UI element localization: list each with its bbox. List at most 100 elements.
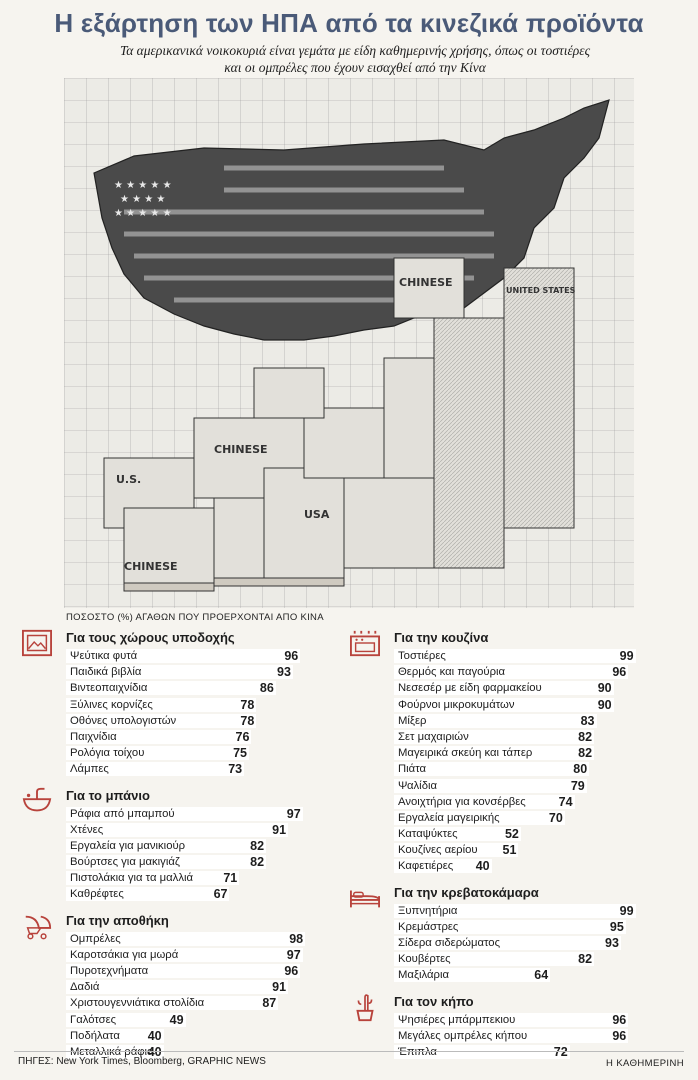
bed-icon	[350, 890, 380, 907]
category-group: Για την κουζίνα Τοστιέρες 99 Θερμός και παγ…	[346, 628, 680, 875]
bar-label: Σετ μαχαιριών	[398, 730, 469, 743]
bar	[394, 762, 590, 777]
bar-value: 52	[504, 827, 519, 842]
bar	[66, 838, 267, 853]
bar-value: 75	[233, 746, 247, 761]
bar-value: 78	[240, 713, 255, 728]
bar-label: Ράφια από μπαμπού	[70, 807, 175, 820]
bar	[66, 713, 257, 728]
bar-row: Ψεύτικα φυτά 96	[18, 648, 340, 664]
bar-row: Κουβέρτες 82	[346, 951, 680, 967]
bar-row: Καφετιέρες 40	[346, 858, 680, 874]
bar-label: Εργαλεία μαγειρικής	[398, 811, 500, 824]
bar-label: Εργαλεία για μανικιούρ	[70, 839, 186, 852]
bar-label: Λάμπες	[70, 763, 109, 776]
bar-row: Βούρτσες για μακιγιάζ 82	[18, 854, 340, 870]
bar	[394, 649, 636, 663]
bar-row: Ομπρέλες 98	[18, 931, 340, 947]
bar-value: 99	[619, 649, 634, 663]
bar-row: Σετ μαχαιριών 82	[346, 729, 680, 745]
bar	[394, 665, 629, 680]
bar-row: Φούρνοι μικροκυμάτων 90	[346, 697, 680, 713]
box-label-chinese-3: CHINESE	[124, 560, 178, 573]
bar	[394, 903, 636, 918]
footer-rule	[14, 1051, 684, 1052]
bar-value: 74	[558, 794, 573, 809]
bar	[66, 887, 230, 902]
bar-label: Χριστουγεννιάτικα στολίδια	[70, 997, 205, 1010]
bar	[394, 843, 519, 858]
bar-value: 91	[272, 980, 287, 995]
bar-label: Πυροτεχνήματα	[70, 965, 149, 977]
bar-label: Δαδιά	[70, 981, 100, 994]
chart-subtitle: Τα αμερικανικά νοικοκυριά είναι γεμάτα μ…	[60, 42, 650, 76]
stroller-icon	[25, 915, 52, 940]
subtitle-line-1: Τα αμερικανικά νοικοκυριά είναι γεμάτα μ…	[119, 43, 591, 58]
bar	[66, 931, 306, 946]
bar-label: Μεγάλες ομπρέλες κήπου	[398, 1029, 528, 1042]
bar-row: Ψαλίδια 79	[346, 778, 680, 794]
bar	[394, 681, 614, 696]
bar-row: Ανοιχτήρια για κονσέρβες 74	[346, 794, 680, 810]
bar-value: 99	[619, 903, 634, 918]
bar-row: Κρεμάστρες 95	[346, 919, 680, 935]
bar-label: Ξυπνητήρια	[398, 904, 458, 917]
svg-text:★ ★ ★ ★ ★: ★ ★ ★ ★ ★	[114, 208, 172, 219]
bar-row: Μεγάλες ομπρέλες κήπου 96	[346, 1028, 680, 1044]
bar	[66, 729, 252, 744]
bar-label: Ψησιέρες μπάρμπεκιου	[398, 1013, 516, 1026]
bar-label: Βιντεοπαιχνίδια	[70, 682, 148, 695]
group-title: Για το μπάνιο	[66, 787, 150, 803]
svg-text:★ ★ ★ ★: ★ ★ ★ ★	[120, 194, 165, 205]
bar-row: Θερμός και παγούρια 96	[346, 664, 680, 680]
sources: ΠΗΓΕΣ: New York Times, Bloomberg, GRAPHI…	[18, 1056, 266, 1067]
bar-row: Τοστιέρες 99	[346, 648, 680, 664]
bar	[394, 778, 587, 793]
bar-value: 82	[578, 746, 593, 761]
bar-value: 83	[580, 713, 595, 728]
bar-label: Ανοιχτήρια για κονσέρβες	[398, 795, 526, 808]
bar	[394, 859, 492, 874]
bar-value: 71	[223, 871, 238, 886]
bar	[66, 996, 279, 1011]
bar-label: Ρολόγια τοίχου	[70, 747, 145, 760]
bar-row: Χριστουγεννιάτικα στολίδια 87	[18, 995, 340, 1011]
bar-value: 97	[286, 806, 301, 821]
bar-value: 64	[534, 968, 549, 983]
bar	[394, 968, 551, 983]
bar	[394, 810, 565, 825]
svg-text:★ ★ ★ ★ ★: ★ ★ ★ ★ ★	[114, 180, 172, 191]
bar-row: Παιχνίδια 76	[18, 729, 340, 745]
bar-value: 40	[475, 859, 490, 874]
bar-row: Ποδήλατα 40	[18, 1028, 340, 1044]
bar-value: 96	[612, 1012, 627, 1027]
group-title: Για την κουζίνα	[394, 630, 489, 645]
bar	[66, 697, 257, 712]
bar-label: Μαξιλάρια	[398, 969, 449, 982]
bar-value: 90	[597, 681, 612, 696]
category-group: Για τον κήπο Ψησιέρες μπάρμπεκιου 96 Μεγάλε…	[346, 992, 680, 1061]
category-group: Για τους χώρους υποδοχής Ψεύτικα φυτά 96 Πα…	[18, 628, 340, 778]
group-header: Για την αποθήκη	[18, 911, 340, 940]
category-group: Για την αποθήκη Ομπρέλες 98 Καροτσάκια για …	[18, 911, 340, 1061]
bar-value: 86	[259, 681, 274, 696]
group-header: Για το μπάνιο	[18, 786, 340, 811]
bar-label: Ξύλινες κορνίζες	[70, 698, 153, 711]
bar-value: 98	[289, 931, 304, 946]
bar-value: 96	[284, 964, 299, 978]
group-title: Για την αποθήκη	[66, 912, 169, 928]
bar-label: Ψεύτικα φυτά	[70, 650, 138, 662]
bar-row: Ράφια από μπαμπού 97	[18, 806, 340, 822]
bar	[66, 980, 289, 995]
bar-label: Κουβέρτες	[398, 953, 451, 966]
bar-label: Καθρέφτες	[70, 888, 124, 901]
group-header: Για την κρεβατοκάμαρα	[346, 883, 680, 907]
usa-map-boxes-illustration: ★ ★ ★ ★ ★ ★ ★ ★ ★ ★ ★ ★ ★ ★ CHINESE CHIN…	[64, 78, 634, 608]
bar	[66, 964, 301, 978]
bar	[66, 806, 303, 821]
bar-row: Πυροτεχνήματα 96	[18, 963, 340, 979]
bar	[66, 822, 289, 837]
right-column: Για την κουζίνα Τοστιέρες 99 Θερμός και παγ…	[346, 628, 680, 1060]
bar-label: Ψαλίδια	[398, 779, 438, 792]
bar-row: Εργαλεία μαγειρικής 70	[346, 810, 680, 826]
